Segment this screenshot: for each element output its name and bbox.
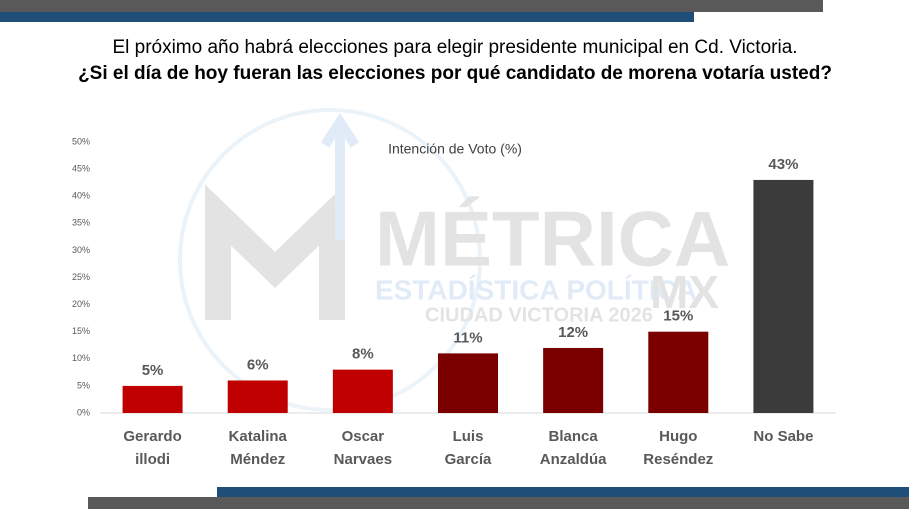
- x-tick-line: García: [445, 451, 492, 468]
- x-tick-label: No Sabe: [753, 428, 813, 445]
- x-tick-line: Luis: [453, 428, 484, 445]
- value-label: 5%: [142, 362, 164, 379]
- x-tick-line: Anzaldúa: [540, 451, 607, 468]
- value-label: 8%: [352, 346, 374, 363]
- watermark-logo: [205, 184, 345, 320]
- bar: [332, 369, 393, 413]
- watermark-place: CIUDAD VICTORIA 2026: [425, 304, 653, 326]
- y-tick-label: 20%: [72, 299, 90, 309]
- x-tick-label: Oscar Narvaes: [334, 428, 392, 468]
- x-tick-label: Blanca Anzaldúa: [540, 428, 607, 468]
- bar: [122, 385, 183, 413]
- bar: [438, 353, 498, 413]
- x-tick-line: Narvaes: [334, 451, 392, 468]
- y-tick-label: 40%: [72, 191, 90, 201]
- x-tick-line: Oscar: [342, 428, 385, 445]
- x-tick-line: Gerardo: [123, 428, 181, 445]
- y-tick-label: 10%: [72, 353, 90, 363]
- bar: [543, 347, 604, 413]
- value-label: 11%: [453, 329, 482, 346]
- bar: [753, 179, 814, 413]
- value-label: 12%: [558, 324, 588, 341]
- bar: [648, 331, 709, 413]
- watermark-tagline: ESTADÍSTICA POLÍTICA: [375, 274, 697, 305]
- top-bar: [0, 0, 823, 12]
- y-tick-label: 35%: [72, 218, 90, 228]
- x-tick-line: Katalina: [229, 428, 288, 445]
- page-title: El próximo año habrá elecciones para ele…: [112, 37, 797, 58]
- y-tick-label: 25%: [72, 272, 90, 282]
- y-tick-label: 5%: [77, 380, 90, 390]
- x-tick-label: Luis García: [445, 428, 492, 468]
- x-tick-label: Hugo Reséndez: [643, 428, 713, 468]
- watermark-arrow: [320, 112, 360, 240]
- bar: [227, 380, 288, 413]
- y-tick-label: 15%: [72, 326, 90, 336]
- watermark-brand: MÉTRICA: [375, 195, 730, 283]
- x-tick-line: Méndez: [230, 451, 285, 468]
- bottom-bar: [88, 497, 909, 509]
- x-tick-line: Reséndez: [643, 451, 713, 468]
- x-tick-label: Katalina Méndez: [229, 428, 288, 468]
- x-tick-line: No Sabe: [753, 428, 813, 445]
- page-subtitle: ¿Si el día de hoy fueran las elecciones …: [78, 63, 832, 84]
- x-tick-line: illodi: [135, 451, 170, 468]
- y-tick-label: 0%: [77, 407, 90, 417]
- chart-title: Intención de Voto (%): [388, 141, 522, 157]
- x-tick-line: Blanca: [549, 428, 599, 445]
- bottom-accent: [217, 487, 909, 497]
- top-accent: [0, 12, 694, 22]
- value-label: 43%: [768, 156, 798, 173]
- x-tick-line: Hugo: [659, 428, 697, 445]
- value-label: 15%: [663, 308, 693, 325]
- y-tick-label: 30%: [72, 245, 90, 255]
- watermark-ring: [178, 108, 482, 412]
- x-tick-label: Gerardo illodi: [123, 428, 181, 468]
- y-tick-label: 45%: [72, 163, 90, 173]
- watermark-suffix: MX: [650, 266, 719, 318]
- watermark: MÉTRICA ESTADÍSTICA POLÍTICA MX CIUDAD V…: [178, 108, 730, 412]
- value-label: 6%: [247, 356, 269, 373]
- y-tick-label: 50%: [72, 136, 90, 146]
